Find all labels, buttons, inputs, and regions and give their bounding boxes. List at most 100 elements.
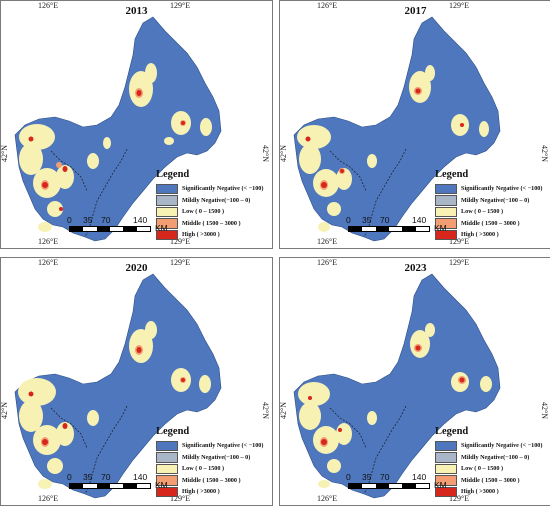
region-map	[14, 16, 222, 242]
county-boundary	[84, 405, 128, 495]
longitude-tick-label: 126°E	[38, 237, 59, 246]
legend-label: Low ( 0 – 1500 )	[461, 465, 504, 473]
county-boundary	[363, 405, 407, 495]
county-boundary	[84, 148, 128, 238]
map-panel-2017: 2017 126°E 129°E 126°E 129°E 42°N 42°N L…	[279, 0, 550, 249]
region-map	[14, 273, 222, 499]
scale-bar: 0 35 70 140 KM	[346, 472, 447, 490]
longitude-tick-label: 129°E	[449, 1, 470, 10]
map-panel-2023: 2023 126°E 129°E 126°E 129°E 42°N 42°N L…	[279, 257, 550, 506]
legend-label: High ( >3000 )	[461, 231, 499, 239]
legend-label: Significantly Negative (< −100)	[461, 185, 543, 193]
legend-title: Legend	[156, 169, 190, 180]
legend-swatch	[435, 452, 457, 463]
scale-label: 0	[67, 215, 72, 225]
map-panel-2020: 2020 126°E 129°E 126°E 129°E 42°N 42°N L…	[0, 257, 273, 506]
legend-swatch	[156, 452, 178, 463]
legend-swatch	[156, 440, 178, 451]
scale-label: 140	[133, 472, 148, 482]
legend-swatch	[435, 183, 457, 194]
longitude-tick-label: 129°E	[449, 237, 470, 246]
legend-item: High ( >3000 )	[156, 229, 263, 241]
scale-bar-segments	[348, 226, 430, 232]
legend-label: Mildly Negative(−100 – 0)	[461, 196, 530, 204]
legend-label: Mildly Negative(−100 – 0)	[182, 453, 251, 461]
legend-item: High ( >3000 )	[435, 229, 542, 241]
high-value-zones	[308, 345, 465, 445]
legend-item: Low ( 0 – 1500 )	[435, 463, 542, 475]
legend-swatch	[156, 463, 178, 474]
county-boundary	[329, 407, 367, 449]
legend-item: High ( >3000 )	[435, 486, 542, 498]
county-boundary	[363, 148, 407, 238]
scale-label: 70	[101, 472, 111, 482]
legend-label: Significantly Negative (< −100)	[182, 185, 264, 193]
legend-item: Mildly Negative(−100 – 0)	[156, 195, 263, 207]
legend-label: High ( >3000 )	[461, 488, 499, 496]
legend: Legend Significantly Negative (< −100) M…	[156, 169, 263, 241]
legend: Legend Significantly Negative (< −100) M…	[435, 426, 542, 498]
legend-title: Legend	[435, 426, 469, 437]
longitude-tick-label: 126°E	[38, 258, 59, 267]
legend-swatch	[156, 218, 178, 229]
scale-label: 70	[380, 215, 390, 225]
scale-label: 35	[83, 472, 93, 482]
scale-unit: KM	[155, 223, 168, 233]
scale-label: 140	[133, 215, 148, 225]
latitude-tick-label: 42°N	[539, 145, 549, 162]
scale-bar: 0 35 70 140 KM	[346, 215, 447, 233]
legend-label: Significantly Negative (< −100)	[182, 442, 264, 450]
legend-swatch	[156, 183, 178, 194]
legend-item: Significantly Negative (< −100)	[435, 183, 542, 195]
scale-label: 0	[346, 215, 351, 225]
scale-bar: 0 35 70 140 KM	[67, 215, 168, 233]
legend-swatch	[435, 229, 457, 240]
legend-label: Mildly Negative(−100 – 0)	[182, 196, 251, 204]
longitude-tick-label: 126°E	[317, 237, 338, 246]
legend-item: Middle ( 1500 – 3000 )	[156, 218, 263, 230]
scale-label: 35	[83, 215, 93, 225]
legend: Legend Significantly Negative (< −100) M…	[156, 426, 263, 498]
latitude-tick-label: 42°N	[279, 145, 288, 162]
scale-label: 35	[362, 472, 372, 482]
legend-item: Significantly Negative (< −100)	[156, 440, 263, 452]
latitude-tick-label: 42°N	[0, 402, 9, 419]
legend-swatch	[435, 218, 457, 229]
legend-label: Middle ( 1500 – 3000 )	[461, 476, 520, 484]
latitude-tick-label: 42°N	[260, 402, 270, 419]
legend-swatch	[435, 206, 457, 217]
county-boundary	[329, 150, 367, 192]
high-value-zones	[28, 90, 185, 211]
scale-unit: KM	[434, 223, 447, 233]
high-value-zones	[305, 88, 464, 188]
panel-year-title: 2023	[404, 262, 427, 274]
legend-swatch	[435, 486, 457, 497]
longitude-tick-label: 126°E	[317, 1, 338, 10]
scale-label: 35	[362, 215, 372, 225]
longitude-tick-label: 129°E	[170, 258, 191, 267]
longitude-tick-label: 129°E	[170, 237, 191, 246]
longitude-tick-label: 129°E	[449, 494, 470, 503]
longitude-tick-label: 129°E	[170, 494, 191, 503]
latitude-tick-label: 42°N	[539, 402, 549, 419]
legend-label: Low ( 0 – 1500 )	[461, 208, 504, 216]
region-map	[293, 16, 501, 242]
scale-label: 70	[380, 472, 390, 482]
legend-item: Low ( 0 – 1500 )	[435, 206, 542, 218]
scale-bar-segments	[69, 226, 151, 232]
legend-item: Significantly Negative (< −100)	[435, 440, 542, 452]
longitude-tick-label: 126°E	[38, 1, 59, 10]
legend-label: High ( >3000 )	[182, 488, 220, 496]
longitude-tick-label: 126°E	[317, 494, 338, 503]
legend-item: Mildly Negative(−100 – 0)	[156, 452, 263, 464]
legend-item: Low ( 0 – 1500 )	[156, 206, 263, 218]
legend-label: Middle ( 1500 – 3000 )	[461, 219, 520, 227]
latitude-tick-label: 42°N	[260, 145, 270, 162]
legend-swatch	[156, 486, 178, 497]
legend-swatch	[156, 206, 178, 217]
scale-label: 70	[101, 215, 111, 225]
scale-label: 140	[412, 472, 427, 482]
legend-swatch	[156, 475, 178, 486]
low-value-zones	[297, 65, 489, 232]
scale-bar-segments	[69, 483, 151, 489]
